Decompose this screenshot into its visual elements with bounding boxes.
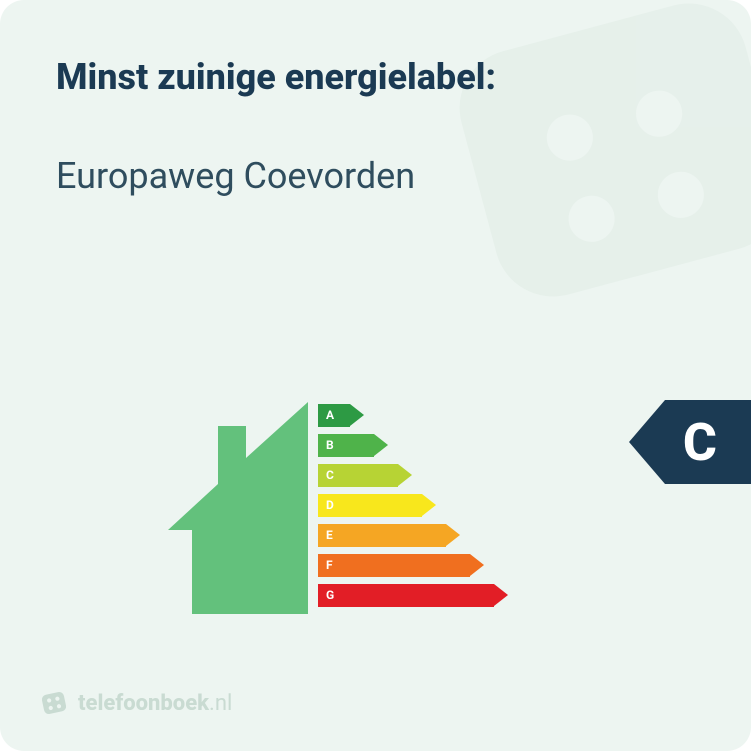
energy-letter: B: [326, 434, 334, 457]
tag-body: C: [665, 400, 751, 484]
energy-bar: [318, 524, 446, 547]
footer-brand: telefoonboek.nl: [40, 689, 232, 717]
energy-letter: E: [326, 524, 333, 547]
footer-light: .nl: [209, 691, 232, 716]
footer-text: telefoonboek.nl: [78, 691, 232, 716]
energy-bar-tip: [398, 464, 412, 486]
energy-bar-tip: [374, 434, 388, 456]
energy-bar: [318, 554, 470, 577]
energy-bar-tip: [350, 404, 364, 426]
energy-letter: G: [326, 584, 334, 607]
energy-letter: F: [326, 554, 333, 577]
watermark-icon: [411, 0, 751, 360]
energy-bar: [318, 584, 494, 607]
brand-icon: [37, 686, 70, 719]
energy-bar-tip: [470, 554, 484, 576]
energy-bar-tip: [446, 524, 460, 546]
tag-tip: [629, 400, 665, 484]
selected-label-tag: C: [629, 400, 751, 484]
energy-graphic: ABCDEFG: [168, 402, 588, 622]
card-subtitle: Europaweg Coevorden: [56, 155, 415, 197]
house-icon: [168, 402, 308, 622]
card-title: Minst zuinige energielabel:: [56, 56, 496, 98]
energy-bar-tip: [494, 584, 508, 606]
energy-bar-tip: [422, 494, 436, 516]
energy-letter: C: [326, 464, 334, 487]
selected-label-letter: C: [683, 412, 717, 473]
energy-letter: A: [326, 404, 334, 427]
energy-letter: D: [326, 494, 334, 517]
energy-label-card: Minst zuinige energielabel: Europaweg Co…: [0, 0, 751, 751]
footer-bold: telefoonboek: [78, 691, 209, 716]
watermark-bg: [446, 0, 751, 310]
